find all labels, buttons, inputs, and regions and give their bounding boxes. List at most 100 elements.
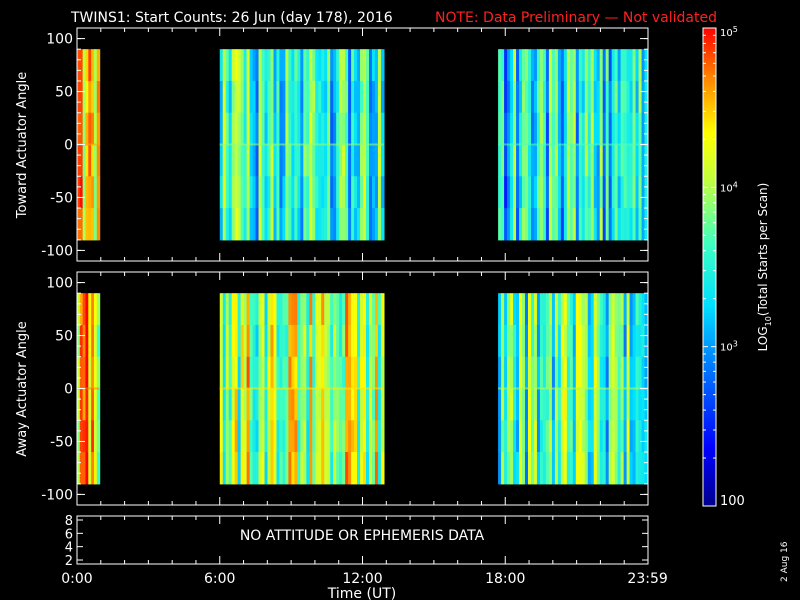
away-cell bbox=[513, 420, 517, 453]
away-cell bbox=[297, 388, 301, 421]
away-cell bbox=[516, 293, 520, 326]
toward-cell bbox=[377, 144, 382, 177]
toward-cell bbox=[300, 176, 304, 209]
toward-cell bbox=[234, 176, 239, 209]
away-cell bbox=[231, 420, 236, 453]
toward-cell bbox=[88, 144, 92, 177]
away-cell bbox=[617, 324, 622, 358]
away-cell bbox=[563, 452, 568, 485]
away-cell bbox=[82, 388, 87, 421]
toward-cell bbox=[584, 49, 589, 82]
away-cell bbox=[261, 356, 266, 390]
toward-cell bbox=[363, 112, 367, 146]
toward-cell bbox=[551, 144, 556, 177]
toward-cell bbox=[516, 49, 520, 82]
away-cell bbox=[626, 324, 631, 358]
toward-cell bbox=[584, 176, 589, 209]
away-cell bbox=[525, 420, 529, 453]
toward-cell bbox=[513, 144, 517, 177]
colorbar-label: LOG10(Total Starts per Scan) bbox=[756, 183, 773, 352]
away-cell bbox=[297, 293, 301, 326]
away-cell bbox=[530, 420, 535, 453]
toward-cell bbox=[611, 49, 616, 82]
x-tick-label: 6:00 bbox=[204, 571, 235, 587]
away-cell bbox=[85, 420, 89, 453]
toward-cell bbox=[291, 144, 295, 177]
toward-cell bbox=[584, 112, 589, 146]
away-cell bbox=[638, 452, 643, 485]
toward-cell bbox=[507, 80, 511, 114]
away-cell bbox=[587, 293, 592, 326]
toward-cell bbox=[82, 80, 87, 114]
away-cell bbox=[623, 388, 628, 421]
away-cell bbox=[504, 388, 508, 421]
away-y-tick-label: -50 bbox=[50, 434, 73, 450]
toward-cell bbox=[638, 112, 643, 146]
away-cell bbox=[626, 293, 631, 326]
away-cell bbox=[617, 452, 622, 485]
toward-cell bbox=[85, 49, 89, 82]
away-cell bbox=[527, 324, 532, 358]
toward-cell bbox=[563, 112, 568, 146]
toward-cell bbox=[327, 80, 331, 114]
toward-cell bbox=[527, 80, 532, 114]
away-cell bbox=[542, 293, 547, 326]
away-cell bbox=[581, 356, 586, 390]
away-cell bbox=[225, 356, 230, 390]
toward-cell bbox=[255, 144, 260, 177]
toward-cell bbox=[626, 80, 631, 114]
toward-cell bbox=[246, 80, 251, 114]
away-cell bbox=[545, 452, 550, 485]
toward-y-ticks: 100 50 0 -50 -100 bbox=[41, 32, 648, 259]
toward-cell bbox=[501, 80, 505, 114]
away-cell bbox=[339, 420, 343, 453]
away-cell bbox=[91, 420, 95, 453]
away-cell bbox=[371, 324, 376, 358]
away-cell bbox=[333, 356, 337, 390]
away-cell bbox=[510, 324, 514, 358]
away-cell bbox=[620, 420, 625, 453]
away-cell bbox=[530, 388, 535, 421]
toward-cell bbox=[620, 49, 625, 82]
away-cell bbox=[530, 293, 535, 326]
away-cell bbox=[638, 388, 643, 421]
away-cell bbox=[330, 324, 334, 358]
away-cell bbox=[501, 356, 505, 390]
away-cell bbox=[342, 356, 346, 390]
away-cell bbox=[641, 388, 646, 421]
away-cell bbox=[273, 293, 278, 326]
away-cell bbox=[632, 388, 637, 421]
away-zero-band bbox=[498, 387, 648, 390]
toward-cell bbox=[261, 144, 266, 177]
toward-cell bbox=[288, 49, 292, 82]
away-y-tick-label: 0 bbox=[64, 382, 73, 398]
away-cell bbox=[79, 293, 84, 326]
toward-cell bbox=[91, 49, 95, 82]
toward-cell bbox=[357, 80, 361, 114]
toward-cell bbox=[522, 176, 526, 209]
toward-cell bbox=[566, 176, 571, 209]
colorbar: 105 104 103 100 LOG10(Total Starts per Scan… bbox=[702, 25, 773, 509]
toward-cell bbox=[563, 208, 568, 241]
toward-cell bbox=[560, 144, 565, 177]
toward-cell bbox=[249, 80, 254, 114]
toward-cell bbox=[635, 208, 640, 241]
away-cell bbox=[584, 452, 589, 485]
toward-cell bbox=[333, 176, 337, 209]
away-cell bbox=[348, 388, 352, 421]
away-cell bbox=[240, 324, 245, 358]
toward-cell bbox=[380, 49, 385, 82]
toward-cell bbox=[519, 144, 523, 177]
away-cell bbox=[252, 420, 257, 453]
away-cell bbox=[360, 420, 364, 453]
toward-cell bbox=[285, 144, 289, 177]
away-cell bbox=[377, 356, 382, 390]
toward-cell bbox=[617, 176, 622, 209]
away-cell bbox=[255, 388, 260, 421]
away-cell bbox=[614, 452, 619, 485]
away-cell bbox=[377, 293, 382, 326]
away-cell bbox=[88, 420, 92, 453]
away-cell bbox=[380, 388, 385, 421]
toward-cell bbox=[219, 112, 224, 146]
away-cell bbox=[312, 324, 316, 358]
